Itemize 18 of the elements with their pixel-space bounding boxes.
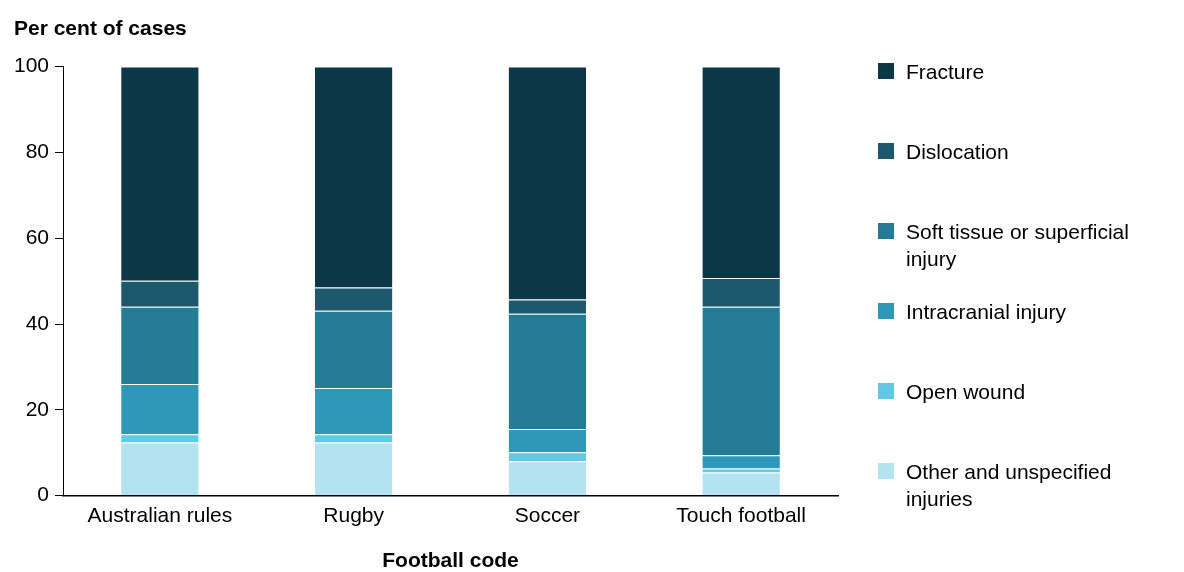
legend-label: Open wound [906,379,1026,405]
y-tick-label: 60 [25,225,50,248]
legend-label: Fracture [906,59,985,85]
y-tick-label: 100 [13,53,50,77]
legend-label: Intracranial injury [906,299,1066,325]
y-tick-label: 40 [25,310,50,334]
x-axis-title: Football code [382,548,519,572]
y-axis-title: Per cent of cases [14,16,187,40]
y-tick-label: 20 [25,396,50,420]
x-tick-label: Rugby [323,503,385,526]
y-tick-label: 80 [25,139,50,163]
x-tick-label: Australian rules [87,503,233,526]
x-tick-label: Soccer [514,503,581,526]
legend-label: Dislocation [906,139,1009,165]
x-tick-label: Touch football [676,503,806,526]
legend-label: Soft tissue or superficial injury [906,219,1130,272]
y-tick-label: 0 [37,482,50,506]
legend-label: Other and unspecified injuries [906,459,1113,512]
